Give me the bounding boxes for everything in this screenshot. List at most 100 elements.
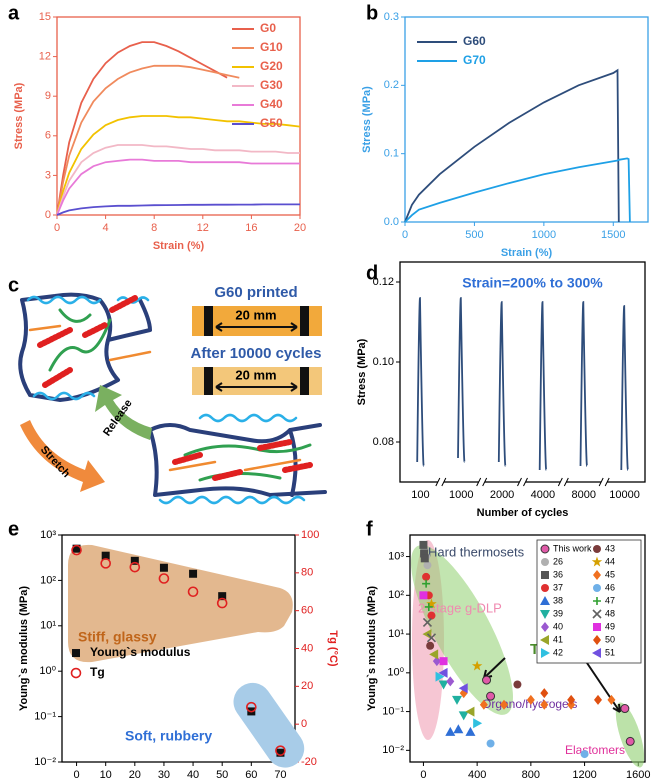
region xyxy=(411,545,513,715)
cycle-curve xyxy=(579,301,588,467)
data-point xyxy=(482,675,492,685)
data-point xyxy=(276,748,285,757)
data-point xyxy=(275,745,286,756)
data-point xyxy=(439,657,448,666)
y2-tick-label: 60 xyxy=(301,605,313,617)
data-point xyxy=(419,591,428,600)
legend-marker xyxy=(593,570,601,580)
x-tick-label: 8 xyxy=(151,222,157,234)
decoration xyxy=(20,420,105,492)
y-tick-label: 10⁻² xyxy=(34,756,56,768)
legend-label: Tg xyxy=(90,665,105,679)
clamp-band xyxy=(204,367,213,395)
x-tick-label: 0 xyxy=(402,229,408,241)
y-tick-label: 3 xyxy=(45,169,51,181)
y-tick-label: 0.3 xyxy=(384,11,399,23)
data-point xyxy=(159,563,168,572)
legend-label: 40 xyxy=(553,621,563,631)
data-point xyxy=(187,586,199,598)
y-tick-label: 10⁻² xyxy=(382,744,404,756)
axis-break xyxy=(557,477,569,487)
region xyxy=(233,682,305,768)
data-point xyxy=(426,633,437,643)
x-tick-label: 1500 xyxy=(601,229,625,241)
y-tick-label: 9 xyxy=(45,90,51,102)
legend-marker xyxy=(593,623,601,631)
data-point xyxy=(446,676,455,687)
cycle-curve xyxy=(497,301,507,467)
decoration xyxy=(95,385,152,440)
data-point xyxy=(526,694,535,705)
decoration xyxy=(158,413,306,505)
cycled-label: After 10000 cycles xyxy=(191,345,322,362)
y2-tick-label: 100 xyxy=(301,529,319,541)
y-tick-label: 10⁻¹ xyxy=(34,711,56,723)
x-tick-label: 4000 xyxy=(531,489,555,501)
data-point xyxy=(189,569,198,578)
legend-label: 42 xyxy=(553,647,563,657)
x-tick-label: 8000 xyxy=(572,489,596,501)
legend-label: 38 xyxy=(553,595,563,605)
y-axis-label: Stress (MPa) xyxy=(13,82,25,149)
legend-label: 48 xyxy=(605,608,615,618)
y-tick-label: 10³ xyxy=(388,550,404,562)
legend-marker xyxy=(591,556,603,567)
legend-marker xyxy=(541,571,549,579)
y2-tick-label: -20 xyxy=(301,756,317,768)
data-point xyxy=(158,573,170,584)
y2-tick-label: 0 xyxy=(301,718,307,730)
legend-marker xyxy=(541,622,549,632)
y-tick-label: 0.10 xyxy=(373,356,394,368)
data-point xyxy=(471,660,483,671)
y-tick-label: 6 xyxy=(45,130,51,142)
legend-marker xyxy=(540,544,550,554)
data-point xyxy=(486,739,495,748)
legend-frame xyxy=(536,539,642,664)
annotation: Hard thermosets xyxy=(428,544,525,559)
x-tick-label: 1600 xyxy=(626,769,650,780)
annotation: Elastomers xyxy=(565,743,625,757)
x-tick-label: 60 xyxy=(245,769,257,780)
plot-frame xyxy=(404,16,649,223)
panel-letter: b xyxy=(366,2,378,24)
cycle-curve xyxy=(416,297,425,467)
data-point xyxy=(216,597,228,609)
series-line xyxy=(56,64,240,216)
data-point xyxy=(422,579,431,588)
x-axis-label: Strain (%) xyxy=(153,240,205,252)
data-point xyxy=(427,611,436,620)
legend-marker xyxy=(541,584,549,592)
y-tick-label: 0.1 xyxy=(384,148,399,160)
region xyxy=(68,544,293,663)
decoration xyxy=(148,423,327,498)
legend-label: G20 xyxy=(260,59,283,73)
legend-marker xyxy=(593,545,601,553)
y-tick-label: 0.08 xyxy=(373,436,394,448)
y-axis-label: Stress (MPa) xyxy=(356,338,368,405)
axis-break xyxy=(598,477,610,487)
data-point xyxy=(100,558,111,569)
data-point xyxy=(419,540,428,549)
data-point xyxy=(218,592,227,601)
x-tick-label: 1000 xyxy=(532,229,556,241)
data-point xyxy=(420,549,429,558)
y-tick-label: 10⁰ xyxy=(387,667,404,679)
axis-break xyxy=(435,477,447,487)
series-line xyxy=(404,157,631,223)
legend-label: 43 xyxy=(605,543,615,553)
annotation: Soft, rubbery xyxy=(125,728,212,744)
legend-marker xyxy=(72,649,80,658)
legend-label: G0 xyxy=(260,21,276,35)
y2-tick-label: 20 xyxy=(301,680,313,692)
decoration xyxy=(48,308,112,372)
panel-letter: d xyxy=(366,262,378,284)
data-point xyxy=(438,680,449,690)
data-point xyxy=(620,704,630,714)
legend-label: 26 xyxy=(553,556,563,566)
data-point xyxy=(422,572,431,581)
x-axis-label: Strain (%) xyxy=(501,247,553,259)
data-point xyxy=(432,656,441,667)
x-tick-label: 16 xyxy=(245,222,257,234)
axis-break xyxy=(519,480,526,484)
series-line xyxy=(404,68,620,223)
